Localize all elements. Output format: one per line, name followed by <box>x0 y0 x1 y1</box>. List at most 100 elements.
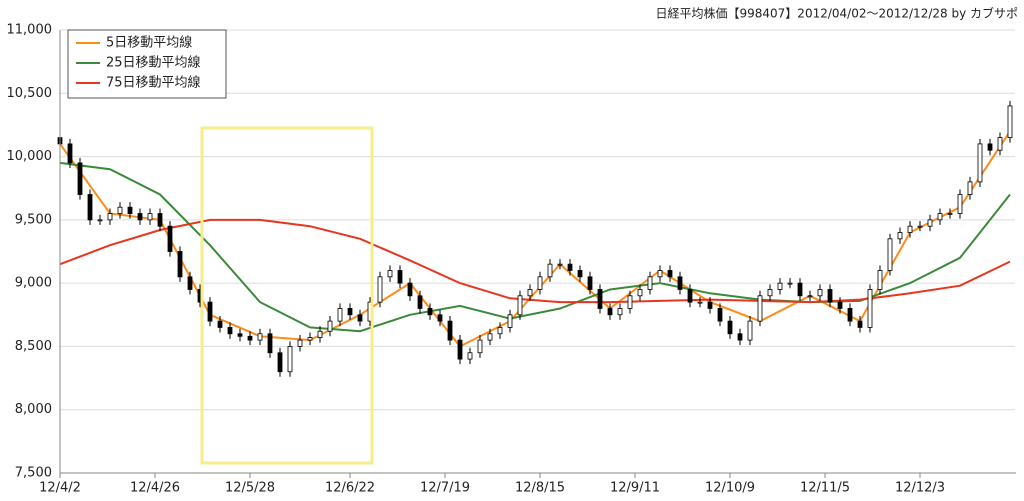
candle-body <box>647 276 653 290</box>
candle-body <box>717 308 723 322</box>
candle-body <box>427 308 433 316</box>
candle-body <box>477 339 483 354</box>
candle-body <box>727 320 733 335</box>
candle-body <box>827 289 833 303</box>
candle-body <box>157 213 163 227</box>
candle-body <box>997 137 1003 151</box>
candle-body <box>417 295 423 309</box>
candle-body <box>617 308 623 316</box>
candle-body <box>497 327 503 335</box>
candles <box>57 100 1013 377</box>
candle-body <box>187 276 193 290</box>
candle-body <box>467 352 473 360</box>
candle-body <box>167 225 173 252</box>
candle-body <box>667 270 673 278</box>
candle-body <box>807 295 813 298</box>
candle-body <box>117 206 123 214</box>
candle-body <box>397 270 403 284</box>
candle-body <box>947 213 953 215</box>
x-tick-label: 12/4/2 <box>39 481 81 496</box>
candle-body <box>327 320 333 332</box>
candle-body <box>627 295 633 309</box>
candle-body <box>317 330 323 338</box>
y-tick-label: 10,500 <box>7 86 53 101</box>
candle-body <box>1007 105 1013 138</box>
candle-body <box>147 213 153 221</box>
candle-body <box>507 314 513 328</box>
candle-body <box>757 295 763 322</box>
candle-body <box>607 308 613 316</box>
candle-body <box>877 270 883 290</box>
candle-body <box>207 301 213 322</box>
candle-body <box>977 143 983 183</box>
candle-body <box>537 276 543 290</box>
candle-body <box>687 289 693 303</box>
candle-body <box>547 263 553 278</box>
candle-body <box>987 143 993 151</box>
candle-body <box>237 333 243 337</box>
y-tick-label: 8,500 <box>15 339 52 354</box>
x-tick-label: 12/6/22 <box>325 481 375 496</box>
candle-body <box>857 320 863 328</box>
ma-line <box>59 161 1011 333</box>
candle-body <box>767 289 773 297</box>
candle-body <box>777 282 783 290</box>
candle-body <box>297 339 303 347</box>
highlight-box <box>200 126 374 465</box>
candle-body <box>847 308 853 322</box>
x-tick-label: 12/9/11 <box>610 481 660 496</box>
candle-body <box>107 213 113 221</box>
candle-body <box>517 295 523 316</box>
x-tick-label: 12/7/19 <box>420 481 470 496</box>
candle-body <box>407 282 413 297</box>
y-tick-label: 8,000 <box>15 402 52 417</box>
candle-body <box>597 289 603 309</box>
candle-body <box>867 289 873 328</box>
candle-body <box>957 194 963 214</box>
x-tick-label: 12/5/28 <box>225 481 275 496</box>
candle-body <box>377 276 383 303</box>
y-tick-label: 9,500 <box>15 212 52 227</box>
candle-body <box>437 314 443 322</box>
candle-body <box>487 333 493 341</box>
candle-body <box>307 337 313 341</box>
candle-body <box>277 352 283 373</box>
candle-body <box>257 333 263 341</box>
candle-body <box>697 301 703 304</box>
candle-body <box>337 308 343 322</box>
ma-line <box>59 218 1011 304</box>
candle-body <box>657 270 663 278</box>
candle-body <box>797 282 803 297</box>
candle-body <box>927 219 933 227</box>
candle-body <box>567 263 573 271</box>
candle-body <box>267 333 273 354</box>
candle-body <box>97 219 103 222</box>
chart-title: 日経平均株価【998407】2012/04/02～2012/12/28 by カ… <box>656 6 1019 21</box>
candle-body <box>67 143 73 164</box>
candle-body <box>177 251 183 278</box>
y-tick-label: 7,500 <box>15 466 52 481</box>
candle-body <box>217 320 223 328</box>
candle-body <box>917 225 923 228</box>
candle-body <box>887 238 893 271</box>
y-tick-label: 9,000 <box>15 276 52 291</box>
legend-label: 25日移動平均線 <box>106 55 201 71</box>
candle-body <box>587 276 593 290</box>
x-tick-label: 12/11/5 <box>800 481 850 496</box>
candle-body <box>637 289 643 297</box>
candle-body <box>387 270 393 278</box>
legend-label: 5日移動平均線 <box>106 35 192 51</box>
grid: 7,500 8,000 8,500 9,000 9,500 10,000 10,500 11,… <box>7 23 1015 496</box>
legend-label: 75日移動平均線 <box>106 75 201 91</box>
candle-body <box>287 346 293 373</box>
x-tick-label: 12/8/15 <box>515 481 565 496</box>
candle-body <box>447 320 453 341</box>
candle-body <box>817 289 823 297</box>
candle-body <box>227 327 233 335</box>
candle-body <box>837 301 843 309</box>
candle-body <box>787 282 793 285</box>
candle-body <box>937 213 943 221</box>
candle-body <box>897 232 903 240</box>
